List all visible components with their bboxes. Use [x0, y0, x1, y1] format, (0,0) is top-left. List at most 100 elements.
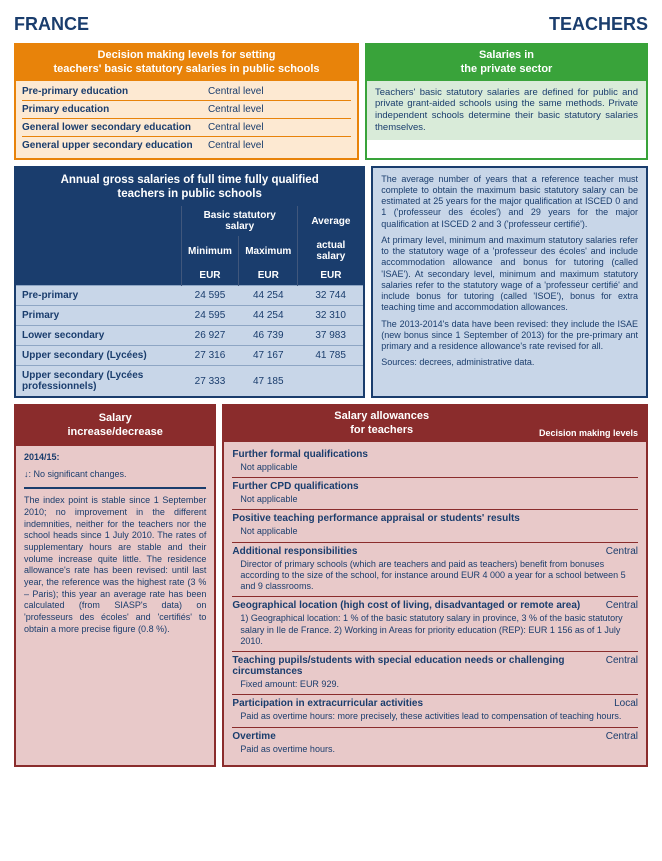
- allowance-level: Central: [606, 655, 638, 666]
- col-max: Maximum: [239, 236, 298, 266]
- title-line: Salaries in: [479, 49, 534, 61]
- allowance-item: Teaching pupils/students with special ed…: [232, 651, 638, 694]
- cell-max: 46 739: [239, 326, 298, 346]
- cell-min: 27 316: [181, 346, 238, 366]
- private-sector-body: Teachers' basic statutory salaries are d…: [367, 81, 646, 141]
- allowance-name: Further formal qualifications: [232, 449, 368, 460]
- cell-actual: 32 744: [298, 286, 363, 306]
- salary-change-title: Salary increase/decrease: [16, 406, 214, 446]
- allowances-title: Salary allowances for teachers Decision …: [224, 406, 646, 442]
- table-row: Lower secondary26 92746 73937 983: [16, 326, 363, 346]
- row-3: Salary increase/decrease 2014/15: ↓: No …: [14, 404, 648, 767]
- col-min: Minimum: [181, 236, 238, 266]
- row-1: Decision making levels for setting teach…: [14, 43, 648, 160]
- row-2: Annual gross salaries of full time fully…: [14, 166, 648, 399]
- cell-min: 26 927: [181, 326, 238, 346]
- table-row: Primary24 59544 25432 310: [16, 306, 363, 326]
- col-basic: Basic statutory salary: [181, 206, 298, 236]
- cell-level: Lower secondary: [16, 326, 181, 346]
- levels-header: Decision making levels: [531, 428, 638, 438]
- cell-level: Pre-primary: [16, 286, 181, 306]
- allowance-item: Geographical location (high cost of livi…: [232, 596, 638, 651]
- title-line: increase/decrease: [67, 426, 162, 438]
- allowances-body: Further formal qualifications Not applica…: [224, 442, 646, 765]
- decision-levels-title: Decision making levels for setting teach…: [16, 45, 357, 81]
- salaries-notes: The average number of years that a refer…: [371, 166, 648, 399]
- title-line: teachers' basic statutory salaries in pu…: [53, 63, 319, 75]
- cell-actual: 32 310: [298, 306, 363, 326]
- cell-actual: 41 785: [298, 346, 363, 366]
- arrow-text: ↓: No significant changes.: [24, 469, 206, 481]
- country-name: FRANCE: [14, 14, 89, 35]
- salary-change-box: Salary increase/decrease 2014/15: ↓: No …: [14, 404, 216, 767]
- note-p: The 2013-2014's data have been revised: …: [381, 319, 638, 353]
- allowance-level: Central: [606, 731, 638, 742]
- allowance-item: OvertimeCentralPaid as overtime hours.: [232, 727, 638, 759]
- decision-levels-box: Decision making levels for setting teach…: [14, 43, 359, 160]
- cell-min: 24 595: [181, 286, 238, 306]
- level-value: Central level: [208, 140, 351, 151]
- body-text: The index point is stable since 1 Septem…: [24, 495, 206, 635]
- allowance-item: Further formal qualifications Not applica…: [232, 446, 638, 477]
- level-label: General upper secondary education: [22, 140, 208, 151]
- allowance-name: Geographical location (high cost of livi…: [232, 600, 580, 611]
- cell-max: 47 185: [239, 366, 298, 397]
- cell-level: Upper secondary (Lycées): [16, 346, 181, 366]
- decision-level-row: General upper secondary educationCentral…: [22, 137, 351, 154]
- col-level: [16, 206, 181, 286]
- table-row: Upper secondary (Lycées professionnels)2…: [16, 366, 363, 397]
- cell-max: 47 167: [239, 346, 298, 366]
- decision-levels-body: Pre-primary educationCentral levelPrimar…: [16, 81, 357, 158]
- note-p: Sources: decrees, administrative data.: [381, 357, 638, 368]
- cell-min: 24 595: [181, 306, 238, 326]
- cell-actual: 37 983: [298, 326, 363, 346]
- allowance-name: Further CPD qualifications: [232, 481, 358, 492]
- cell-min: 27 333: [181, 366, 238, 397]
- level-label: General lower secondary education: [22, 122, 208, 133]
- level-label: Pre-primary education: [22, 86, 208, 97]
- allowance-item: Positive teaching performance appraisal …: [232, 509, 638, 541]
- unit: EUR: [239, 266, 298, 286]
- allowance-name: Teaching pupils/students with special ed…: [232, 655, 597, 677]
- page: FRANCE TEACHERS Decision making levels f…: [0, 0, 662, 787]
- decision-level-row: Pre-primary educationCentral level: [22, 83, 351, 101]
- title-line: Annual gross salaries of full time fully…: [61, 174, 319, 186]
- decision-level-row: Primary educationCentral level: [22, 101, 351, 119]
- page-header: FRANCE TEACHERS: [14, 14, 648, 35]
- allowance-desc: Not applicable: [232, 526, 638, 537]
- level-value: Central level: [208, 104, 351, 115]
- allowance-name: Additional responsibilities: [232, 546, 357, 557]
- note-p: At primary level, minimum and maximum st…: [381, 235, 638, 314]
- col-avg: Average: [298, 206, 363, 236]
- title-line: the private sector: [461, 63, 553, 75]
- note-p: The average number of years that a refer…: [381, 174, 638, 230]
- allowance-desc: Director of primary schools (which are t…: [232, 559, 638, 593]
- allowance-item: Participation in extracurricular activit…: [232, 694, 638, 726]
- cell-level: Primary: [16, 306, 181, 326]
- level-label: Primary education: [22, 104, 208, 115]
- salaries-table: Basic statutory salary Average Minimum M…: [16, 206, 363, 396]
- title-line: Decision making levels for setting: [98, 49, 276, 61]
- salaries-box: Annual gross salaries of full time fully…: [14, 166, 365, 399]
- unit: EUR: [298, 266, 363, 286]
- title-line: Salary: [99, 412, 132, 424]
- separator: [24, 487, 206, 489]
- salaries-title: Annual gross salaries of full time fully…: [16, 168, 363, 207]
- private-sector-title: Salaries in the private sector: [367, 45, 646, 81]
- allowance-desc: Not applicable: [232, 462, 638, 473]
- allowance-name: Overtime: [232, 731, 275, 742]
- allowances-box: Salary allowances for teachers Decision …: [222, 404, 648, 767]
- level-value: Central level: [208, 122, 351, 133]
- cell-level: Upper secondary (Lycées professionnels): [16, 366, 181, 397]
- col-actual: actual salary: [298, 236, 363, 266]
- level-value: Central level: [208, 86, 351, 97]
- allowance-desc: Not applicable: [232, 494, 638, 505]
- salary-change-body: 2014/15: ↓: No significant changes. The …: [16, 446, 214, 765]
- unit: EUR: [181, 266, 238, 286]
- allowance-item: Additional responsibilitiesCentralDirect…: [232, 542, 638, 597]
- title-line: Salary allowances: [334, 410, 429, 422]
- allowance-desc: Fixed amount: EUR 929.: [232, 679, 638, 690]
- allowance-item: Further CPD qualifications Not applicable: [232, 477, 638, 509]
- cell-max: 44 254: [239, 306, 298, 326]
- title-line: for teachers: [350, 424, 413, 436]
